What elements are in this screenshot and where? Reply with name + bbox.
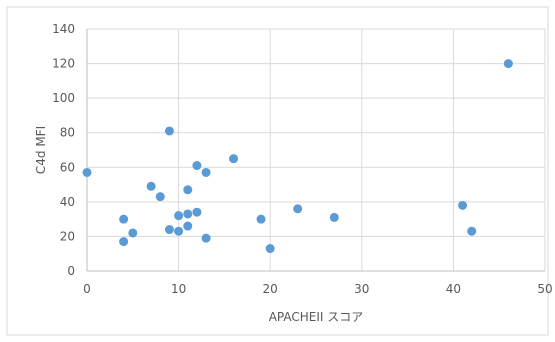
x-tick-label: 0	[83, 282, 91, 296]
data-point	[293, 204, 303, 214]
data-point	[119, 237, 129, 247]
data-point	[458, 200, 468, 210]
y-tick-label: 60	[60, 160, 75, 174]
data-point	[192, 207, 202, 217]
gridlines	[87, 28, 546, 271]
y-axis-title: C4d MFI	[34, 126, 48, 174]
data-point	[256, 214, 266, 224]
y-tick-label: 120	[52, 57, 75, 71]
data-point	[183, 221, 193, 231]
data-point	[174, 226, 184, 236]
data-point	[174, 211, 184, 221]
data-point	[146, 181, 156, 191]
data-point	[265, 244, 275, 254]
x-tick-label: 40	[446, 282, 461, 296]
data-point	[329, 212, 339, 222]
y-tick-label: 80	[60, 126, 75, 140]
y-tick-labels: 0 20 40 60 80 100 120 140	[52, 22, 75, 278]
x-tick-labels: 0 10 20 30 40 50	[83, 282, 552, 296]
chart-frame	[6, 6, 549, 336]
x-tick-label: 10	[171, 282, 186, 296]
data-points	[82, 59, 513, 254]
data-point	[467, 226, 477, 236]
x-tick-label: 20	[263, 282, 278, 296]
x-axis-title: APACHEII スコア	[269, 310, 364, 324]
data-point	[201, 233, 211, 243]
data-point	[192, 161, 202, 171]
y-tick-label: 140	[52, 22, 75, 36]
data-point	[201, 167, 211, 177]
data-point	[503, 59, 513, 69]
data-point	[155, 192, 165, 202]
y-tick-label: 20	[60, 229, 75, 243]
data-point	[164, 126, 174, 136]
y-tick-label: 0	[67, 264, 75, 278]
y-tick-label: 40	[60, 195, 75, 209]
data-point	[183, 185, 193, 195]
x-tick-label: 50	[537, 282, 552, 296]
x-tick-label: 30	[354, 282, 369, 296]
data-point	[229, 154, 239, 164]
data-point	[183, 209, 193, 219]
y-tick-label: 100	[52, 91, 75, 105]
data-point	[128, 228, 138, 238]
data-point	[82, 167, 92, 177]
data-point	[164, 225, 174, 235]
data-point	[119, 214, 129, 224]
axes	[86, 29, 545, 272]
